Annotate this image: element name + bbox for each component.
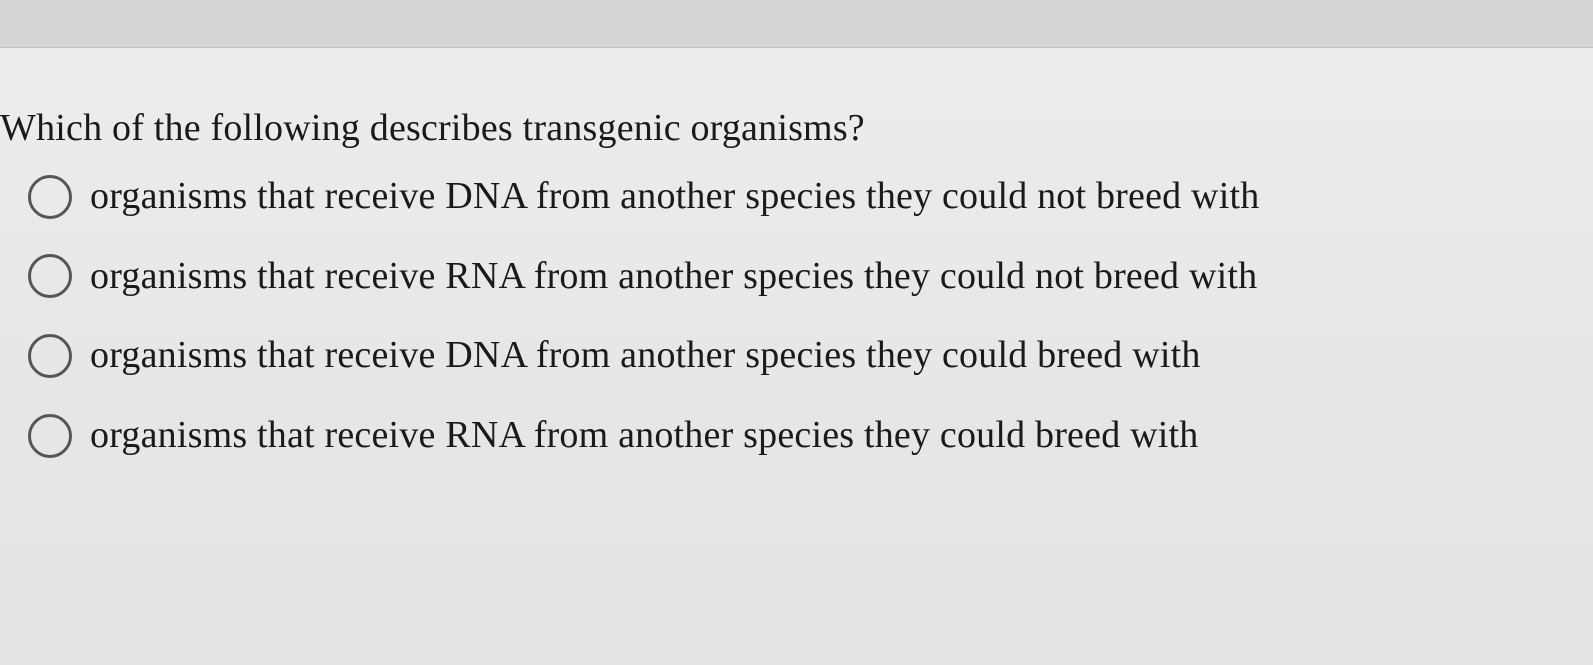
question-text: Which of the following describes transge… — [0, 106, 1593, 150]
option-row[interactable]: organisms that receive DNA from another … — [28, 174, 1593, 220]
radio-icon[interactable] — [28, 414, 72, 458]
option-row[interactable]: organisms that receive DNA from another … — [28, 333, 1593, 379]
option-row[interactable]: organisms that receive RNA from another … — [28, 413, 1593, 459]
option-label: organisms that receive DNA from another … — [90, 174, 1259, 220]
option-row[interactable]: organisms that receive RNA from another … — [28, 254, 1593, 300]
question-panel: Which of the following describes transge… — [0, 48, 1593, 665]
option-label: organisms that receive DNA from another … — [90, 333, 1201, 379]
radio-icon[interactable] — [28, 175, 72, 219]
option-label: organisms that receive RNA from another … — [90, 413, 1198, 459]
radio-icon[interactable] — [28, 334, 72, 378]
radio-icon[interactable] — [28, 254, 72, 298]
top-toolbar-strip — [0, 0, 1593, 48]
option-label: organisms that receive RNA from another … — [90, 254, 1257, 300]
options-group: organisms that receive DNA from another … — [0, 174, 1593, 458]
